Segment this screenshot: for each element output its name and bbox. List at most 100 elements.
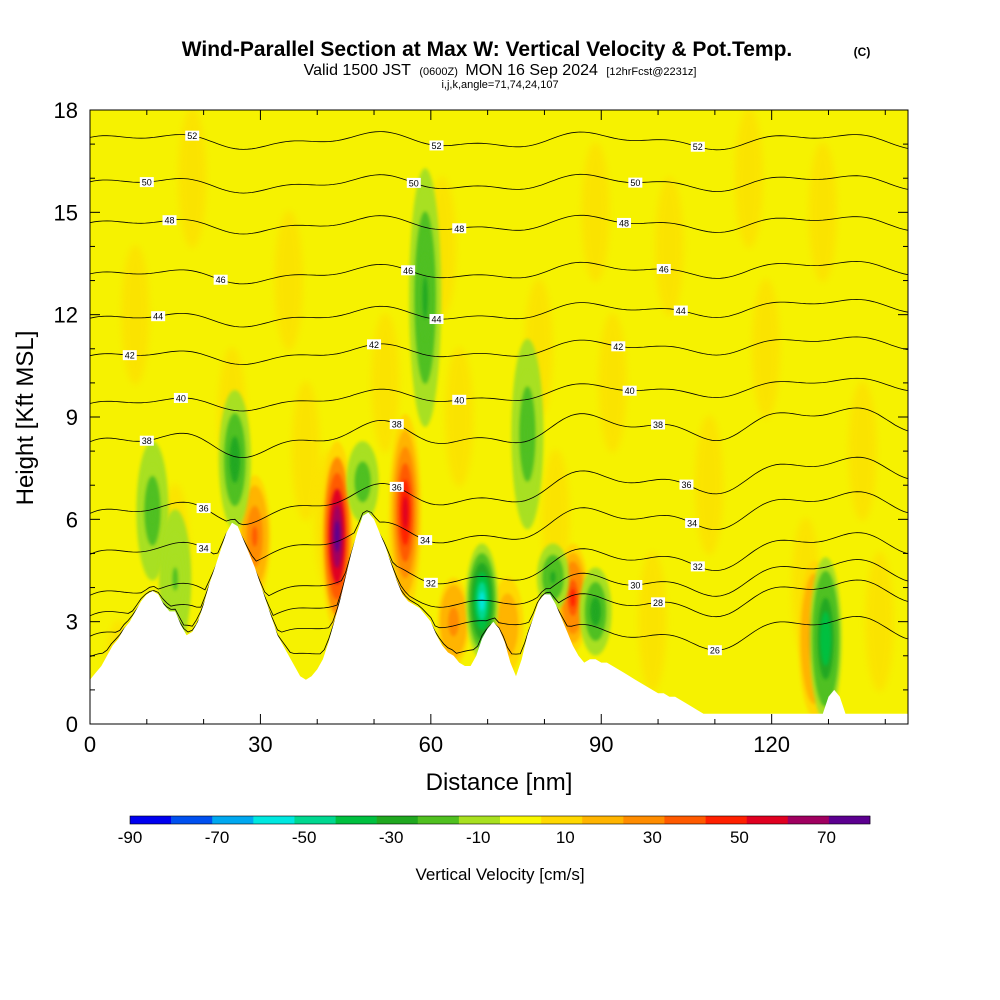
y-tick-label: 0 <box>66 712 78 737</box>
isentrope-label-bg <box>423 577 438 588</box>
colorbar-tick-label: 10 <box>556 828 575 847</box>
x-tick-label: 60 <box>419 732 443 757</box>
colorbar-frame <box>129 815 871 825</box>
downdraft-core <box>149 499 156 523</box>
isentrope-line <box>90 407 908 459</box>
downdraft-core <box>822 625 829 653</box>
isentrope-label-bg <box>656 263 671 274</box>
isentrope-label: 44 <box>153 312 163 322</box>
background-patch <box>274 210 303 351</box>
isentrope-line <box>90 377 908 412</box>
isentrope-label: 52 <box>187 131 197 141</box>
isentrope-line <box>90 456 908 526</box>
background-patch <box>581 142 610 283</box>
isentrope-label-bg <box>367 339 382 350</box>
background-patch <box>178 110 207 249</box>
isentrope-label: 40 <box>454 395 464 405</box>
downdraft-core <box>592 604 599 619</box>
isentrope-label: 46 <box>659 264 669 274</box>
isentrope-label-bg <box>139 177 154 188</box>
chart-subtitle2: i,j,k,angle=71,74,24,107 <box>441 79 558 91</box>
isentrope-label: 50 <box>409 178 419 188</box>
isentrope-label: 44 <box>432 315 442 325</box>
isentrope-label-bg <box>452 394 467 405</box>
x-tick-label: 90 <box>589 732 613 757</box>
isentrope-line <box>90 336 908 365</box>
isentrope-label-bg <box>685 518 700 529</box>
isentrope-label: 48 <box>619 218 629 228</box>
isentrope-line <box>90 214 908 235</box>
isentrope-label-bg <box>389 481 404 492</box>
isentrope-label-bg <box>679 479 694 490</box>
plot-area: 26 28 30 32 32 34 34 34 36 36 36 38 38 38 40 40 40 42 42 42… <box>90 110 908 724</box>
isentrope-label: 36 <box>681 480 691 490</box>
subtitle-forecast: [12hrFcst@2231z] <box>606 66 696 78</box>
colorbar-tick-label: -50 <box>292 828 317 847</box>
isentrope-label: 34 <box>687 519 697 529</box>
isentrope-label-bg <box>690 141 705 152</box>
downdraft-cores <box>136 168 842 721</box>
colorbar-title: Vertical Velocity [cm/s] <box>415 865 584 884</box>
background-patch <box>121 244 150 385</box>
isentrope-label-bg <box>628 177 643 188</box>
isentrope-label: 38 <box>653 420 663 430</box>
background-patch <box>445 347 474 487</box>
colorbar-swatch <box>376 816 419 824</box>
x-axis: 0 30 60 90 120 <box>84 110 886 757</box>
y-tick-label: 9 <box>66 405 78 430</box>
isentrope-label-bg <box>196 543 211 554</box>
y-tick-label: 18 <box>54 98 78 123</box>
isentrope-label-bg <box>173 392 188 403</box>
colorbar-swatch <box>746 816 789 824</box>
colorbar-swatch <box>541 816 583 824</box>
colorbar-swatch <box>130 816 172 824</box>
downdraft-core <box>550 571 556 584</box>
background-patch <box>598 312 627 453</box>
isentrope-label-bg <box>418 535 433 546</box>
x-tick-label: 0 <box>84 732 96 757</box>
x-tick-label: 30 <box>248 732 272 757</box>
colorbar-swatch <box>294 816 336 824</box>
isentrope-label-bg <box>452 223 467 234</box>
isentrope-label-bg <box>151 311 166 322</box>
downdraft-core <box>172 567 178 591</box>
isentrope-label-bg <box>429 140 444 151</box>
y-tick-label: 3 <box>66 610 78 635</box>
background-patch <box>751 278 780 419</box>
updraft-core <box>252 526 258 547</box>
isentrope-label: 32 <box>426 578 436 588</box>
colorbar-tick-label: -10 <box>466 828 491 847</box>
isentrope-label: 34 <box>420 536 430 546</box>
isentrope-label-bg <box>628 580 643 591</box>
isentrope-label-bg <box>651 419 666 430</box>
colorbar-swatch <box>705 816 747 824</box>
isentrope-line <box>90 131 908 151</box>
background-patch <box>291 381 320 522</box>
isentrope-label: 50 <box>142 178 152 188</box>
isentrope-label-bg <box>673 305 688 316</box>
background-patch <box>848 381 877 522</box>
colorbar-tick-label: -30 <box>379 828 404 847</box>
isentrope-line <box>90 173 908 194</box>
downdraft-core <box>479 591 485 611</box>
isentrope-label-bg <box>690 561 705 572</box>
y-axis-label: Height [Kft MSL] <box>12 331 39 506</box>
updraft-core <box>570 588 576 607</box>
colorbar-swatch <box>500 816 542 824</box>
isentrope-label: 48 <box>454 224 464 234</box>
isentrope-label-bg <box>406 177 421 188</box>
isentrope-label-bg <box>611 341 626 352</box>
isentrope-label: 26 <box>710 646 720 656</box>
subtitle-valid: Valid 1500 JST <box>304 62 412 79</box>
isentrope-label: 40 <box>625 386 635 396</box>
isentrope-label: 44 <box>676 306 686 316</box>
colorbar-tick-label: 70 <box>817 828 836 847</box>
isentrope-label-bg <box>139 435 154 446</box>
colorbar-tick-label: -90 <box>118 828 143 847</box>
updraft-core <box>334 520 340 553</box>
background-patch <box>695 415 724 556</box>
isentrope-label: 40 <box>176 393 186 403</box>
colorbar-tick-label: 30 <box>643 828 662 847</box>
isentrope-label: 42 <box>125 351 135 361</box>
